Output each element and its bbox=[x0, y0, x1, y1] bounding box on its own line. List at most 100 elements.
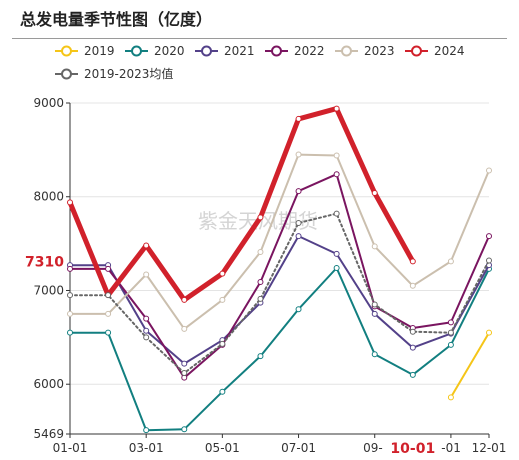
x-tick-label: 01-01 bbox=[53, 441, 88, 455]
legend-swatch-icon bbox=[195, 45, 218, 57]
data-point bbox=[409, 328, 416, 335]
data-point bbox=[333, 264, 340, 271]
legend-item-2024[interactable]: 2024 bbox=[404, 44, 465, 58]
data-point bbox=[67, 292, 73, 299]
data-point bbox=[333, 250, 340, 257]
data-point bbox=[486, 233, 492, 240]
series-2023 bbox=[67, 151, 492, 332]
legend-item-2020[interactable]: 2020 bbox=[124, 44, 185, 58]
title-divider bbox=[12, 38, 507, 39]
data-point bbox=[371, 351, 378, 358]
x-tick-label: -01 bbox=[441, 441, 461, 455]
data-point bbox=[409, 371, 416, 378]
y-tick-label: 5469 bbox=[33, 427, 64, 441]
legend-item-2023[interactable]: 2023 bbox=[334, 44, 395, 58]
data-point bbox=[143, 271, 150, 278]
series-line-2021 bbox=[69, 235, 490, 365]
series-line-2023 bbox=[69, 153, 490, 330]
data-point bbox=[447, 258, 454, 265]
x-tick-label: 07-01 bbox=[281, 441, 316, 455]
data-point bbox=[67, 199, 73, 206]
data-point bbox=[67, 265, 73, 272]
legend-label: 2023 bbox=[364, 44, 395, 58]
data-point bbox=[143, 242, 150, 249]
data-point bbox=[143, 315, 150, 322]
x-tick-label: 12-01 bbox=[472, 441, 507, 455]
data-point bbox=[333, 171, 340, 178]
x-tick-label: 03-01 bbox=[129, 441, 164, 455]
data-point bbox=[295, 219, 302, 226]
y-tick-label: 6000 bbox=[33, 377, 64, 391]
data-point bbox=[295, 151, 302, 158]
series-line-2019 bbox=[449, 331, 490, 399]
data-point bbox=[486, 167, 492, 174]
y-tick-label: 9000 bbox=[33, 96, 64, 110]
grid-lines bbox=[70, 102, 489, 385]
data-point bbox=[67, 329, 73, 336]
data-point bbox=[257, 353, 264, 360]
legend-label: 2024 bbox=[434, 44, 465, 58]
data-point bbox=[143, 327, 150, 334]
x-tick-label: 05-01 bbox=[205, 441, 240, 455]
legend-swatch-icon bbox=[55, 45, 78, 57]
data-point bbox=[67, 310, 73, 317]
data-point bbox=[181, 369, 188, 376]
data-point bbox=[257, 249, 264, 256]
data-point bbox=[409, 344, 416, 351]
legend-item-2022[interactable]: 2022 bbox=[264, 44, 325, 58]
legend-label: 2022 bbox=[294, 44, 325, 58]
data-point bbox=[447, 319, 454, 326]
series-2024 bbox=[67, 105, 416, 303]
data-point bbox=[105, 310, 112, 317]
data-point bbox=[447, 341, 454, 348]
data-point bbox=[333, 105, 340, 112]
data-point bbox=[181, 325, 188, 332]
legend-item-2019-2023均值[interactable]: 2019-2023均值 bbox=[54, 65, 173, 82]
legend-label: 2021 bbox=[224, 44, 255, 58]
series-2019-2023均值 bbox=[67, 210, 492, 376]
legend-swatch-icon bbox=[125, 45, 148, 57]
data-point bbox=[295, 233, 302, 240]
data-point bbox=[257, 279, 264, 286]
data-point bbox=[371, 310, 378, 317]
data-point bbox=[219, 270, 226, 277]
y-tick-label: 8000 bbox=[33, 190, 64, 204]
current-date-label: 10-01 bbox=[390, 441, 435, 457]
series-group bbox=[67, 105, 492, 434]
x-tick-label: 09- bbox=[363, 441, 383, 455]
legend-item-2021[interactable]: 2021 bbox=[194, 44, 255, 58]
series-2019 bbox=[447, 329, 492, 401]
legend-swatch-icon bbox=[335, 45, 358, 57]
data-point bbox=[105, 292, 112, 299]
series-2022 bbox=[67, 171, 492, 381]
data-point bbox=[181, 360, 188, 367]
data-point bbox=[143, 334, 150, 341]
legend-item-2019[interactable]: 2019 bbox=[54, 44, 115, 58]
data-point bbox=[295, 115, 302, 122]
data-point bbox=[257, 295, 264, 302]
data-point bbox=[295, 306, 302, 313]
y-tick-label: 7000 bbox=[33, 283, 64, 297]
data-point bbox=[219, 388, 226, 395]
data-point bbox=[257, 214, 264, 221]
data-point bbox=[447, 329, 454, 336]
data-point bbox=[333, 210, 340, 217]
data-point bbox=[219, 340, 226, 347]
data-point bbox=[486, 257, 492, 264]
series-line-2022 bbox=[69, 173, 490, 379]
data-point bbox=[143, 427, 150, 434]
chart-title: 总发电量季节性图（亿度） bbox=[20, 10, 213, 29]
series-line-2019-2023均值 bbox=[69, 212, 490, 374]
data-point bbox=[447, 394, 454, 401]
series-line-2020 bbox=[69, 267, 490, 432]
data-point bbox=[486, 329, 492, 336]
data-point bbox=[181, 426, 188, 433]
data-point bbox=[295, 188, 302, 195]
tick-labels: 5469 6000 7000 8000 9000 01-01 03-01 05-01 07-01… bbox=[25, 96, 506, 457]
legend-swatch-icon bbox=[265, 45, 288, 57]
data-point bbox=[105, 265, 112, 272]
legend-swatch-icon bbox=[405, 45, 428, 57]
series-line-2024 bbox=[67, 106, 416, 303]
data-point bbox=[371, 189, 378, 196]
